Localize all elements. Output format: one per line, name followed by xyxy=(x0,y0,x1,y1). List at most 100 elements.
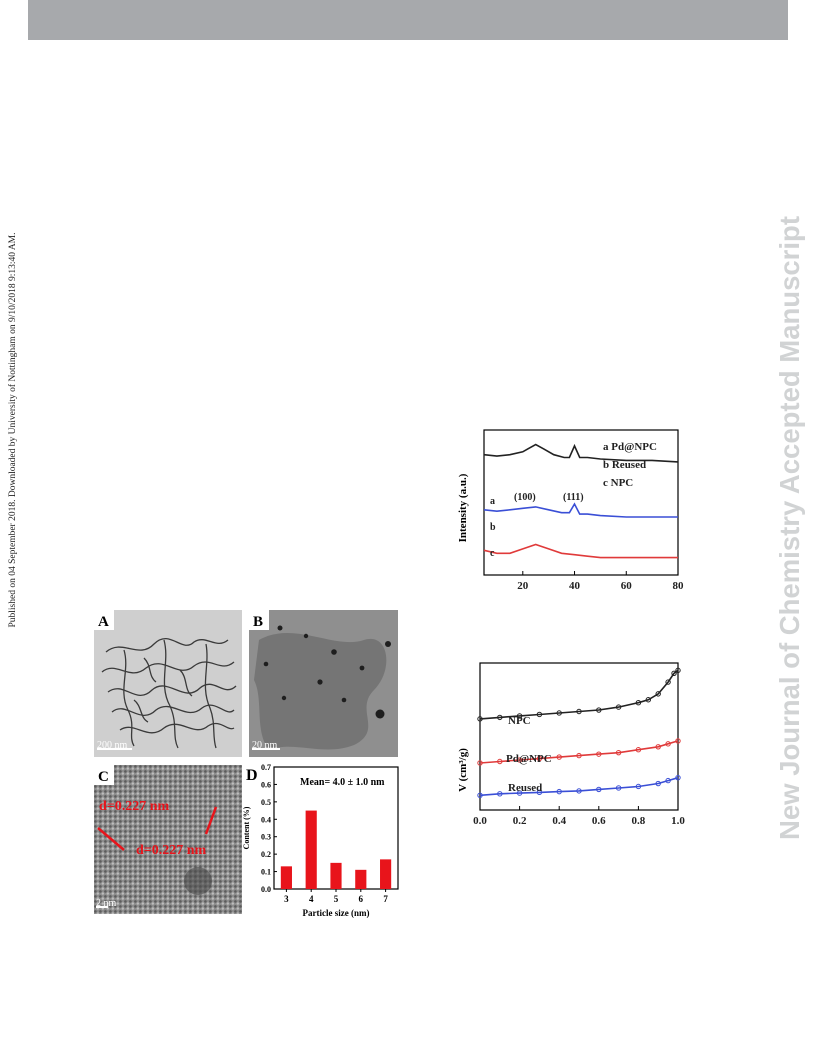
histogram-y-ticks: 0.0 0.1 0.2 0.3 0.4 0.5 0.6 0.7 xyxy=(261,763,277,894)
xrd-legend-item-b: b Reused xyxy=(603,459,646,471)
histogram-bar xyxy=(305,810,317,889)
series-line-pd-npc xyxy=(479,740,679,764)
series-point xyxy=(615,785,622,791)
particle-size-histogram: D Mean= 4.0 ± 1.0 nm 0.00.10.20.30.40.50… xyxy=(242,763,399,918)
x-tick-label: 0.6 xyxy=(592,815,606,827)
histogram-bars xyxy=(280,810,392,889)
x-tick-label: 0.4 xyxy=(552,815,566,827)
histogram-bar xyxy=(380,859,392,889)
xrd-legend-item-a: a Pd@NPC xyxy=(603,441,657,453)
series-point xyxy=(576,708,582,715)
histogram-y-tick-label: 0.1 xyxy=(261,868,271,877)
lattice-spacing-label-2: d=0.227 nm xyxy=(136,843,207,858)
histogram-bar xyxy=(280,866,292,889)
series-point xyxy=(497,758,503,765)
series-point xyxy=(536,711,543,718)
panel-label-a: A xyxy=(98,614,109,630)
series-point xyxy=(671,670,677,676)
x-tick-label: 40 xyxy=(569,580,581,592)
series-point xyxy=(516,790,523,796)
series-point xyxy=(615,749,622,756)
xrd-pattern-chart: 20 40 60 80 Intensity (a.u.) a Pd@NPC b Reu… xyxy=(457,429,685,592)
panel-label-d: D xyxy=(246,767,258,784)
series-line-a xyxy=(483,443,679,463)
xrd-plot-frame xyxy=(483,429,679,576)
xrd-series-label-b: b xyxy=(490,522,496,533)
series-point xyxy=(556,754,562,760)
series-point xyxy=(596,751,602,757)
series-point xyxy=(675,667,681,674)
series-point xyxy=(655,744,661,750)
series-point xyxy=(615,704,622,710)
carbon-sheet-image xyxy=(101,638,237,749)
series-point xyxy=(655,780,661,787)
histogram-y-tick-label: 0.3 xyxy=(261,833,271,842)
series-point xyxy=(655,691,661,697)
series-point xyxy=(556,788,562,795)
histogram-y-tick-label: 0.7 xyxy=(261,763,271,772)
xrd-series-lines xyxy=(483,443,679,559)
series-point xyxy=(556,710,562,716)
x-tick-label: 1.0 xyxy=(671,815,685,827)
series-point xyxy=(665,741,671,747)
mean-size-annotation: Mean= 4.0 ± 1.0 nm xyxy=(300,777,385,788)
series-point xyxy=(477,760,483,766)
nitrogen-isotherm-chart: 0.0 0.2 0.4 0.6 0.8 1.0 V (cm³/g) NPC Pd@NPC … xyxy=(457,662,685,827)
series-point xyxy=(516,713,523,719)
histogram-x-ticks: 3 4 5 6 7 xyxy=(284,889,388,904)
series-point xyxy=(576,788,582,794)
series-point xyxy=(635,699,642,706)
histogram-y-tick-label: 0.5 xyxy=(261,798,271,807)
series-point xyxy=(536,755,543,762)
isotherm-series-label-pdnpc: Pd@NPC xyxy=(506,753,552,765)
xrd-legend-item-c: c NPC xyxy=(603,477,633,489)
series-point xyxy=(635,747,642,753)
histogram-x-tick-label: 6 xyxy=(359,894,364,904)
accepted-manuscript-watermark-text: New Journal of Chemistry Accepted Manusc… xyxy=(774,216,805,840)
histogram-y-axis-label: Content (%) xyxy=(242,806,251,849)
x-tick-label: 80 xyxy=(673,580,685,592)
series-point xyxy=(596,786,602,793)
histogram-bar xyxy=(330,862,342,889)
scale-bar-label-c: 2 nm xyxy=(96,898,117,909)
series-point xyxy=(477,716,483,722)
nanoparticle-lattice-region xyxy=(184,867,212,895)
tem-panel-c: C d=0.227 nm d=0.227 nm 2 nm xyxy=(94,765,242,914)
series-line-reused xyxy=(479,776,679,797)
series-line-npc xyxy=(479,669,679,720)
isotherm-x-ticks: 0.0 0.2 0.4 0.6 0.8 1.0 xyxy=(473,806,685,827)
x-tick-label: 0.0 xyxy=(473,815,487,827)
series-point xyxy=(675,774,681,781)
x-tick-label: 60 xyxy=(621,580,633,592)
tem-panel-a: A 200 nm xyxy=(94,610,242,757)
tem-figure: A 200 nm B 20 nm C d=0.227 nm d=0.227 nm… xyxy=(94,610,398,914)
panel-label-b: B xyxy=(253,614,263,630)
lattice-marker-line-1 xyxy=(97,827,125,851)
series-point xyxy=(497,791,503,797)
isotherm-series-lines xyxy=(477,667,681,799)
accepted-manuscript-watermark: New Journal of Chemistry Accepted Manusc… xyxy=(768,178,812,878)
xrd-series-label-a: a xyxy=(490,496,495,507)
isotherm-y-axis-label: V (cm³/g) xyxy=(457,748,469,792)
histogram-x-tick-label: 7 xyxy=(383,894,388,904)
series-point xyxy=(516,757,523,763)
series-point xyxy=(665,777,671,784)
pd-nanoparticles xyxy=(263,625,391,719)
tem-panel-b: B 20 nm xyxy=(249,610,398,757)
histogram-y-tick-label: 0.6 xyxy=(261,780,271,789)
series-point xyxy=(645,697,652,703)
series-point xyxy=(675,738,681,744)
lattice-marker-line-2 xyxy=(204,806,218,835)
histogram-x-tick-label: 4 xyxy=(309,894,314,904)
histogram-x-axis-label: Particle size (nm) xyxy=(303,908,370,918)
publication-side-note: Published on 04 September 2018. Download… xyxy=(8,210,18,650)
isotherm-plot-frame xyxy=(479,662,679,811)
x-tick-label: 0.2 xyxy=(513,815,527,827)
x-tick-label: 0.8 xyxy=(632,815,646,827)
xrd-peak-label-111: (111) xyxy=(563,492,584,503)
scale-bar-label-a: 200 nm xyxy=(97,740,128,751)
lattice-spacing-label-1: d=0.227 nm xyxy=(99,799,170,814)
series-point xyxy=(596,707,602,713)
series-line-b xyxy=(483,502,678,518)
histogram-y-tick-label: 0.0 xyxy=(261,885,271,894)
